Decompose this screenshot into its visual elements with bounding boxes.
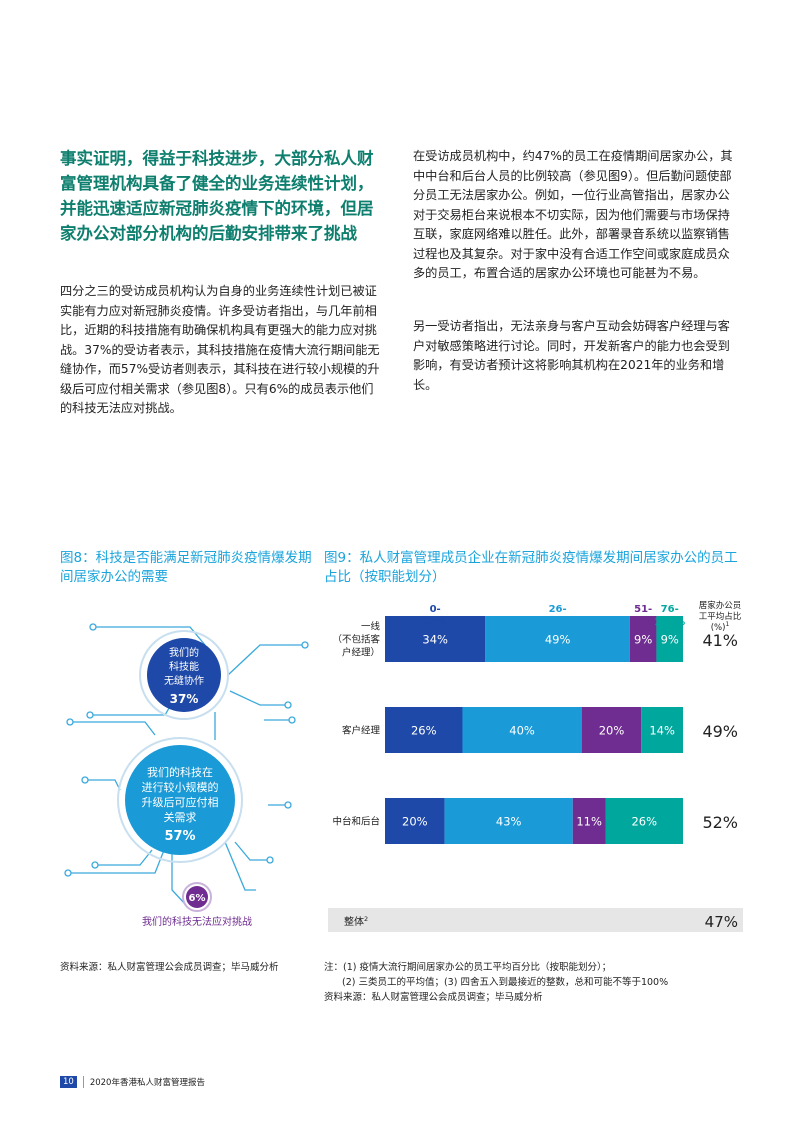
fig8-source: 资料来源：私人财富管理公会成员调查；毕马威分析 (60, 962, 279, 973)
bar-segment-1-2 (485, 616, 630, 662)
footer: 10 2020年香港私人财富管理报告 (60, 1076, 205, 1088)
circle-57-label-2: 进行较小规模的 (142, 780, 219, 794)
footer-title: 2020年香港私人财富管理报告 (89, 1078, 205, 1088)
bar-segment-1-3 (629, 616, 657, 662)
category-label-1-line-3: 户经理） (342, 647, 380, 659)
bar-label-1-4: 9% (661, 633, 679, 647)
circuit-lines (68, 626, 256, 906)
circle-37-label-3: 无缝协作 (164, 674, 204, 687)
category-label-1-line-2: （不包括客 (332, 634, 380, 646)
legend-3-line-1: 51- (634, 604, 652, 615)
circle-57-ring (117, 737, 243, 863)
bar-label-2-2: 40% (509, 724, 535, 738)
bar-label-1-2: 49% (545, 633, 571, 647)
circle-37-value: 37% (170, 692, 199, 706)
circle-57-label-4: 关需求 (164, 810, 197, 824)
circle-6 (186, 886, 208, 908)
circle-6-value: 6% (189, 893, 206, 904)
bar-label-1-1: 34% (422, 633, 448, 647)
page-number: 10 (60, 1076, 77, 1088)
bar-segment-2-1 (385, 707, 463, 753)
bar-label-1-3: 9% (634, 633, 652, 647)
bar-segment-1-4 (656, 616, 683, 662)
bar-segment-3-2 (444, 798, 573, 844)
circle-37-label-2: 科技能 (169, 660, 199, 673)
bar-label-3-2: 43% (496, 815, 522, 829)
bar-label-3-3: 11% (576, 815, 602, 829)
bar-segment-3-1 (385, 798, 445, 844)
bar-segment-3-3 (572, 798, 606, 844)
circle-37-label-1: 我们的 (169, 646, 199, 659)
circuit-nodes (64, 623, 309, 877)
circle-37 (147, 638, 221, 712)
legend-3-line-2: 75% (631, 617, 655, 628)
total-label: 整体2 (344, 915, 368, 928)
fig9-note-2: (2) 三类员工的平均值；(3) 四舍五入到最接近的整数，总和可能不等于100% (342, 977, 669, 988)
average-value-2: 49% (702, 722, 738, 741)
bar-segment-2-3 (581, 707, 642, 753)
avg-header: 居家办公员 工平均占比 (%)1 (699, 600, 742, 633)
fig9-notes: 注：(1) 疫情大流行期间居家办公的员工平均百分比（按职能划分）； (2) 三类… (324, 960, 744, 1005)
avg-header-line-2: 工平均占比 (699, 611, 742, 622)
right-paragraph-1: 在受访成员机构中，约47%的员工在疫情期间居家办公，其中中台和后台人员的比例较高… (413, 149, 733, 280)
footer-divider (82, 1076, 84, 1088)
bar-label-2-3: 20% (599, 724, 625, 738)
circle-57-label-3: 升级后可应付相 (142, 795, 219, 809)
bar-segment-2-4 (641, 707, 683, 753)
circle-6-ring (182, 882, 212, 912)
circle-57-value: 57% (164, 829, 195, 844)
category-label-3-line-1: 中台和后台 (332, 816, 380, 828)
legend-4-line-2: 100% (654, 617, 685, 628)
circle-57 (125, 745, 235, 855)
fig9-note-1: 注：(1) 疫情大流行期间居家办公的员工平均百分比（按职能划分）； (324, 962, 612, 973)
bar-segment-3-4 (605, 798, 683, 844)
fig9-title: 图9：私人财富管理成员企业在新冠肺炎疫情爆发期间居家办公的员工占比（按职能划分） (324, 550, 738, 585)
legend-2-line-2: 50% (546, 617, 570, 628)
avg-header-line-3: (%)1 (711, 621, 730, 633)
bar-label-2-1: 26% (411, 724, 437, 738)
avg-header-line-1: 居家办公员 (699, 600, 742, 611)
fig8-title: 图8：科技是否能满足新冠肺炎疫情爆发期间居家办公的需要 (60, 550, 312, 585)
circle-connectors (227, 644, 305, 861)
section-heading: 事实证明，得益于科技进步，大部分私人财富管理机构具备了健全的业务连续性计划，并能… (60, 149, 374, 243)
bar-label-3-1: 20% (402, 815, 428, 829)
average-value-3: 52% (702, 813, 738, 832)
circle-57-label-1: 我们的科技在 (147, 765, 213, 779)
legend-2-line-1: 26- (549, 604, 567, 615)
bar-label-2-4: 14% (649, 724, 675, 738)
average-value-1: 41% (702, 631, 738, 650)
category-label-2-line-1: 客户经理 (342, 725, 381, 737)
bar-label-3-4: 26% (631, 815, 657, 829)
total-value: 47% (705, 913, 738, 931)
fig9-note-3: 资料来源：私人财富管理公会成员调查；毕马威分析 (324, 992, 543, 1003)
fig8-diagram: 我们的 科技能 无缝协作 37% 我们的科技在 进行较小规模的 升级后可应付相 … (64, 623, 309, 928)
legend-1-line-2: 25% (423, 617, 447, 628)
bar-segment-2-2 (462, 707, 582, 753)
legend-1-line-1: 0- (430, 604, 441, 615)
bar-segment-1-1 (385, 616, 486, 662)
right-paragraph-2: 另一受访者指出，无法亲身与客户互动会妨碍客户经理与客户对敏感策略进行讨论。同时，… (413, 319, 730, 392)
total-row-band (328, 908, 743, 932)
left-paragraph: 四分之三的受访成员机构认为自身的业务连续性计划已被证实能有力应对新冠肺炎疫情。许… (60, 284, 380, 415)
circle-37-ring (139, 630, 229, 720)
category-label-1-line-1: 一线 (361, 621, 381, 633)
legend-4-line-1: 76- (661, 604, 679, 615)
circle-6-label: 我们的科技无法应对挑战 (142, 915, 252, 928)
